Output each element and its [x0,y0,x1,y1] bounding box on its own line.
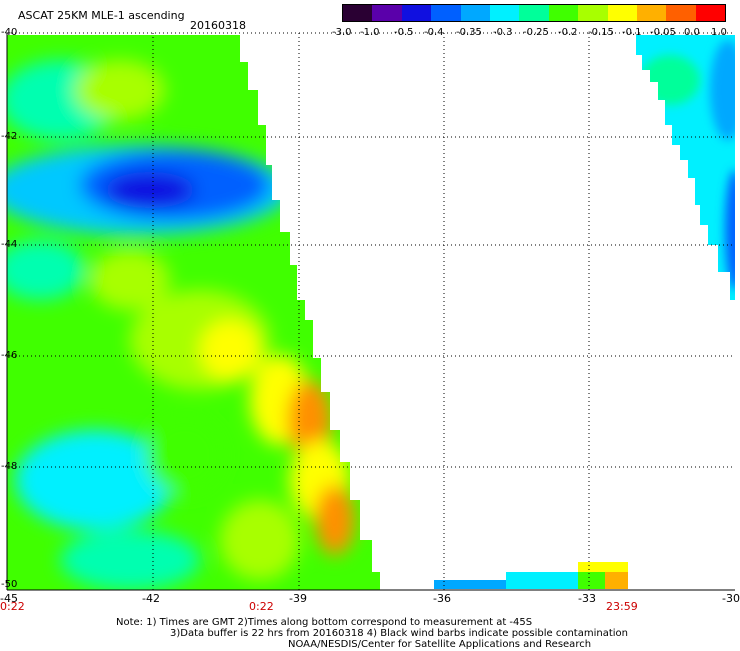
lon-label: -45 [0,592,18,605]
swath-east [636,35,735,300]
colorbar-swatch [548,5,579,21]
colorbar [342,4,726,22]
field-yellow-center [200,320,260,380]
field-green-south [145,415,225,495]
field-orange-south [315,485,355,555]
product-date: 20160318 [190,19,246,32]
colorbar-swatch [578,5,608,21]
lon-label: -39 [289,592,307,605]
lon-label: -36 [433,592,451,605]
colorbar-label: 1.0 [711,27,727,38]
field-blue-edge [725,170,735,290]
lat-label: -42 [1,131,18,142]
lat-label: -40 [1,27,18,38]
strip-green [578,570,608,589]
colorbar-swatch [607,5,637,21]
strip-blue [434,580,509,589]
colorbar-swatch [372,5,402,21]
colorbar-label: -0.4 [424,27,444,38]
colorbar-label: -1.0 [360,27,380,38]
swath-west [7,35,380,590]
colorbar-swatch [519,5,549,21]
field-green-north [640,55,700,105]
field-cyan-sw [15,430,175,530]
colorbar-swatch [695,5,726,21]
colorbar-swatch [401,5,432,21]
colorbar-swatch [489,5,520,21]
field-orange-east [288,380,332,460]
field-lime-south [220,500,300,580]
lon-label: -33 [578,592,596,605]
colorbar-swatch [343,5,373,21]
time-label: 0:22 [0,600,25,613]
field-blobs [7,60,355,590]
lon-label: -42 [142,592,160,605]
lat-lon-grid [7,32,735,590]
colorbar-label: -0.3 [493,27,513,38]
strip-orange [605,572,628,589]
lat-label: -46 [1,350,18,361]
lat-label: -50 [1,579,18,590]
colorbar-label: -0.35 [456,27,482,38]
time-label: 0:22 [249,600,274,613]
colorbar-label: -0.15 [588,27,614,38]
colorbar-label: -3.0 [332,27,352,38]
swath-bottom-strip [434,562,628,589]
strip-cyan [506,572,584,589]
strip-yellow [578,562,628,572]
field-cyan-west [7,240,85,300]
field-blue-east [710,40,735,140]
note-line-3: NOAA/NESDIS/Center for Satellite Applica… [288,639,592,650]
note-line-2: 3)Data buffer is 22 hrs from 20160318 4)… [170,628,628,639]
field-lime-north [75,60,165,120]
field-lime-mid [90,250,170,310]
colorbar-swatch [431,5,461,21]
product-title: ASCAT 25KM MLE-1 ascending [18,9,185,22]
field-cyan-south [60,530,200,590]
colorbar-swatch [636,5,667,21]
map-frame [6,33,735,591]
time-label: 23:59 [606,600,638,613]
lat-label: -44 [1,239,18,250]
lat-label: -48 [1,461,18,472]
colorbar-swatch [460,5,490,21]
colorbar-swatch [666,5,696,21]
note-line-1: Note: 1) Times are GMT 2)Times along bot… [116,617,533,628]
colorbar-label: -0.05 [650,27,676,38]
field-darkblue-core [105,172,195,208]
lon-label: -30 [722,592,740,605]
